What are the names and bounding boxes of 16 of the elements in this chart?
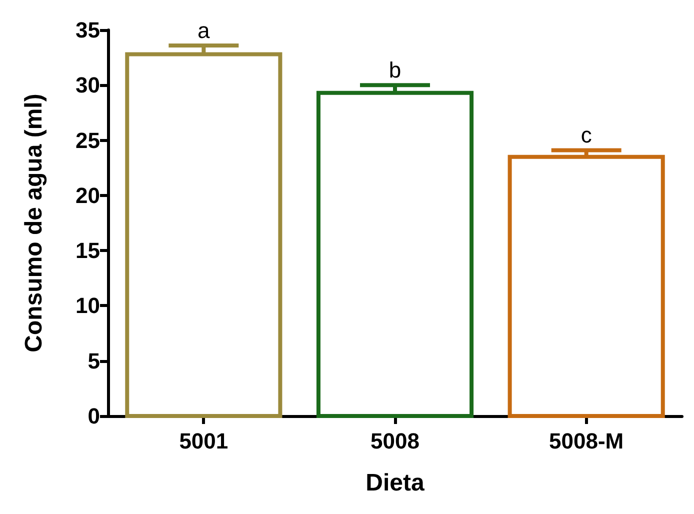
y-tick-label: 20 [76,182,100,208]
y-tick-label: 0 [88,404,100,428]
annotation: b [388,58,402,83]
x-tick-label: 5008-M [549,428,624,454]
y-tick-label: 10 [76,293,100,318]
x-tick-label: 5001 [179,428,228,454]
y-tick-label: 25 [76,128,100,153]
x-tick-label: 5008 [370,428,420,454]
annotation: c [580,122,592,148]
y-axis-title: Consumo de agua (ml) [20,94,48,352]
y-tick-label: 30 [76,72,100,98]
y-tick-label: 5 [88,348,100,374]
y-tick-label: 35 [76,18,100,42]
annotation: a [198,18,211,43]
x-axis-title: Dieta [366,470,425,496]
y-tick-label: 15 [76,238,100,264]
